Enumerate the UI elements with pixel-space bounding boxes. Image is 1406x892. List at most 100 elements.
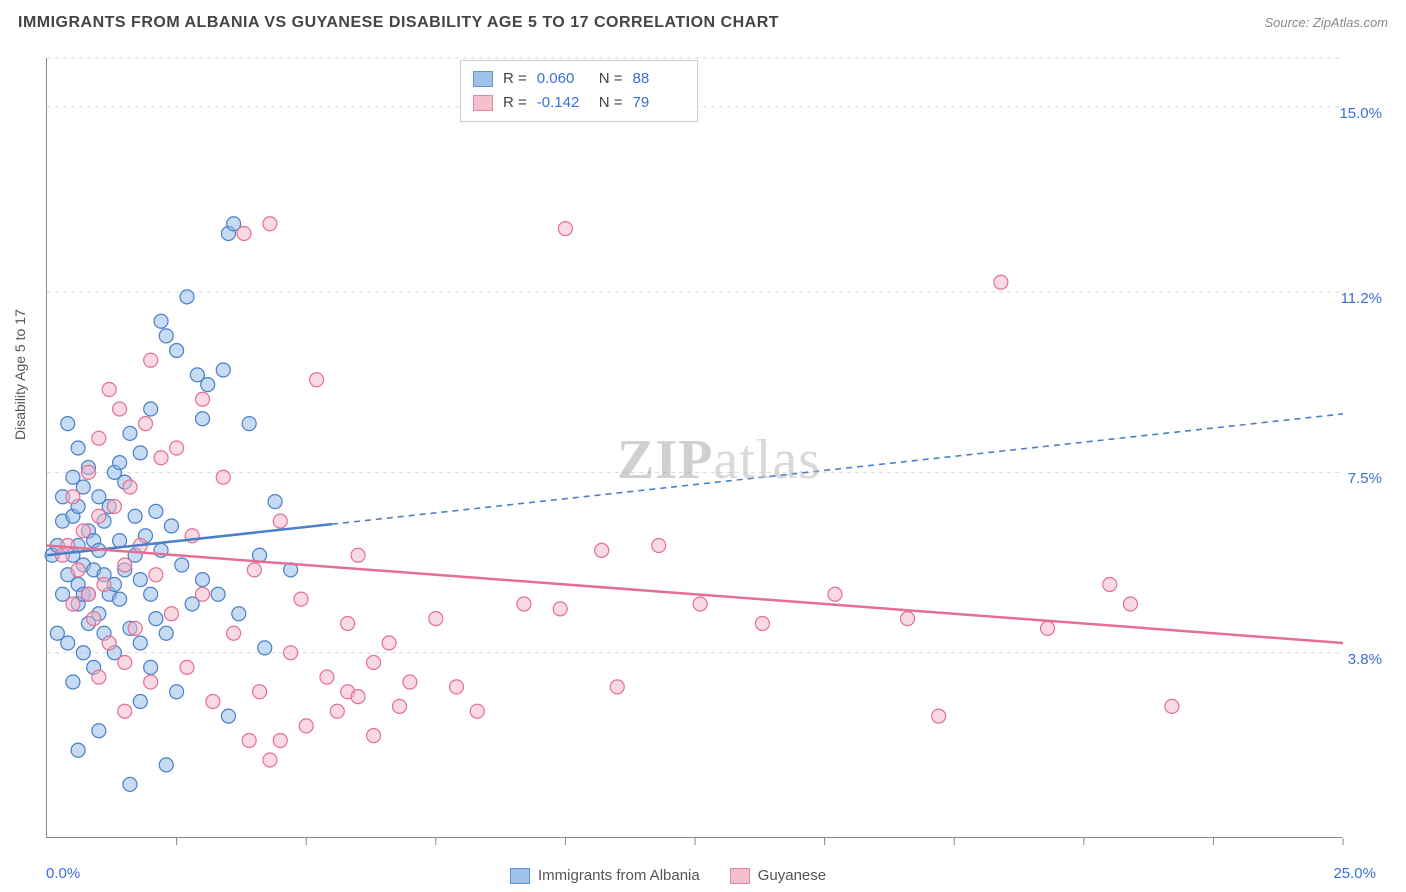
data-point-guyanese (351, 548, 365, 562)
data-point-guyanese (118, 558, 132, 572)
data-point-guyanese (382, 636, 396, 650)
trend-line-albania-dashed (332, 414, 1343, 524)
data-point-guyanese (932, 709, 946, 723)
legend-item-albania: Immigrants from Albania (510, 867, 700, 884)
data-point-albania (113, 456, 127, 470)
legend-swatch-guyanese (473, 95, 493, 111)
legend-N-value-albania: 88 (633, 67, 685, 91)
data-point-guyanese (429, 612, 443, 626)
data-point-guyanese (102, 636, 116, 650)
data-point-albania (232, 607, 246, 621)
data-point-guyanese (81, 587, 95, 601)
legend-R-label: R = (503, 67, 527, 91)
data-point-guyanese (180, 660, 194, 674)
data-point-albania (149, 612, 163, 626)
data-point-guyanese (320, 670, 334, 684)
data-point-guyanese (196, 587, 210, 601)
data-point-guyanese (66, 490, 80, 504)
data-point-albania (133, 573, 147, 587)
data-point-albania (113, 592, 127, 606)
legend-series-name-albania: Immigrants from Albania (538, 867, 700, 884)
data-point-guyanese (263, 753, 277, 767)
data-point-guyanese (128, 621, 142, 635)
data-point-albania (154, 314, 168, 328)
data-point-guyanese (1103, 578, 1117, 592)
plot-area: ZIPatlas (46, 58, 1342, 838)
data-point-albania (159, 329, 173, 343)
y-axis-label: Disability Age 5 to 17 (12, 309, 28, 440)
y-gridline-label: 11.2% (1341, 290, 1382, 307)
series-legend: Immigrants from Albania Guyanese (510, 867, 826, 884)
data-point-albania (164, 519, 178, 533)
data-point-albania (133, 446, 147, 460)
data-point-guyanese (92, 509, 106, 523)
data-point-guyanese (284, 646, 298, 660)
data-point-albania (216, 363, 230, 377)
data-point-guyanese (1165, 699, 1179, 713)
data-point-guyanese (237, 227, 251, 241)
data-point-guyanese (652, 539, 666, 553)
data-point-guyanese (517, 597, 531, 611)
data-point-guyanese (164, 607, 178, 621)
data-point-albania (76, 646, 90, 660)
data-point-albania (149, 504, 163, 518)
data-point-guyanese (227, 626, 241, 640)
legend-row-albania: R =0.060N =88 (473, 67, 685, 91)
data-point-guyanese (71, 563, 85, 577)
data-point-albania (123, 777, 137, 791)
data-point-guyanese (107, 500, 121, 514)
data-point-guyanese (299, 719, 313, 733)
data-point-guyanese (310, 373, 324, 387)
data-point-albania (159, 758, 173, 772)
data-point-guyanese (154, 451, 168, 465)
data-point-guyanese (393, 699, 407, 713)
data-point-albania (221, 709, 235, 723)
data-point-guyanese (1041, 621, 1055, 635)
legend-item-guyanese: Guyanese (730, 867, 826, 884)
data-point-guyanese (216, 470, 230, 484)
data-point-guyanese (170, 441, 184, 455)
data-point-albania (201, 378, 215, 392)
data-point-albania (144, 587, 158, 601)
x-axis-min-label: 0.0% (46, 865, 80, 882)
data-point-guyanese (196, 392, 210, 406)
data-point-albania (196, 573, 210, 587)
data-point-albania (180, 290, 194, 304)
data-point-albania (133, 636, 147, 650)
data-point-albania (61, 636, 75, 650)
data-point-guyanese (755, 617, 769, 631)
data-point-guyanese (87, 612, 101, 626)
data-point-guyanese (994, 275, 1008, 289)
legend-R-label: R = (503, 91, 527, 115)
data-point-albania (144, 660, 158, 674)
data-point-albania (71, 441, 85, 455)
data-point-albania (123, 426, 137, 440)
y-gridline-label: 15.0% (1339, 105, 1382, 122)
data-point-guyanese (242, 734, 256, 748)
data-point-guyanese (102, 383, 116, 397)
data-point-guyanese (367, 729, 381, 743)
data-point-albania (71, 743, 85, 757)
x-axis-max-label: 25.0% (1333, 865, 1376, 882)
data-point-guyanese (253, 685, 267, 699)
watermark: ZIPatlas (617, 428, 821, 492)
data-point-albania (61, 417, 75, 431)
data-point-guyanese (123, 480, 137, 494)
data-point-guyanese (206, 695, 220, 709)
y-gridline-label: 7.5% (1348, 470, 1382, 487)
data-point-albania (113, 534, 127, 548)
chart-header: IMMIGRANTS FROM ALBANIA VS GUYANESE DISA… (18, 14, 1388, 32)
data-point-guyanese (118, 704, 132, 718)
data-point-guyanese (138, 417, 152, 431)
correlation-legend: R =0.060N =88R =-0.142N =79 (460, 60, 698, 122)
y-gridline-label: 3.8% (1348, 651, 1382, 668)
data-point-guyanese (81, 465, 95, 479)
data-point-guyanese (470, 704, 484, 718)
data-point-albania (242, 417, 256, 431)
data-point-guyanese (294, 592, 308, 606)
legend-N-label: N = (599, 67, 623, 91)
data-point-guyanese (595, 543, 609, 557)
legend-swatch-albania (510, 868, 530, 884)
data-point-guyanese (144, 353, 158, 367)
data-point-albania (66, 675, 80, 689)
